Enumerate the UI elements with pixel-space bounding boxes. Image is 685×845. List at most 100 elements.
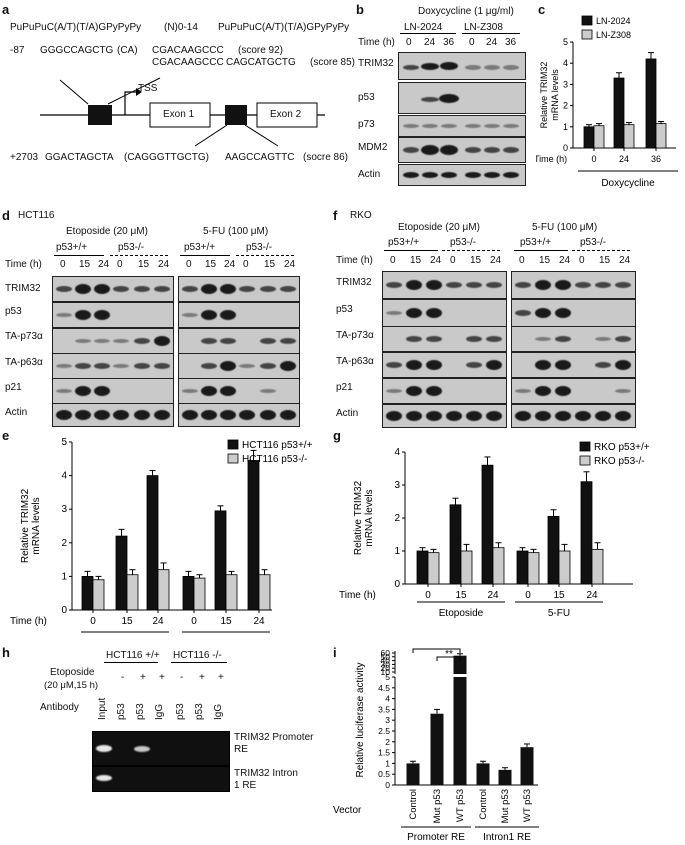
x-tick-label: WT p53 [455,789,466,822]
y-tick-label: 1 [61,571,67,582]
y-axis-label: Relative luciferase activity [355,662,366,777]
time-tick: 24 [430,255,442,266]
bar [430,713,444,785]
f-genotype: p53-/- [580,237,607,248]
treatment-mark: - [180,672,184,683]
b-row-label: p73 [358,119,375,130]
significance-bracket [436,656,461,661]
time-tick: 24 [158,259,170,270]
bar [516,550,529,585]
consensus-1: PuPuPuC(A/T)(T/A)GPyPyPy [10,22,142,33]
time-tick: 0 [519,255,525,266]
legend-label: LN-Z308 [596,30,631,40]
bar [225,574,238,611]
y-tick-label: 4 [563,58,568,68]
y-tick-label: 2.5 [378,726,390,736]
x-tick-label: 24 [619,154,629,164]
d-row-label: TA-p63α [5,357,43,368]
bar [498,769,512,785]
time-tick: 15 [470,255,482,266]
blot-b-p53 [398,82,526,114]
d-time-label: Time (h) [5,259,42,270]
x-tick-label: WT p53 [522,789,533,822]
bar [520,747,534,785]
panel-label-a: a [2,2,10,17]
blot-p53-5fu [511,299,636,327]
time-tick: 15 [599,255,611,266]
y-tick-label: 3 [563,79,568,89]
blot-p21-etoposide [52,378,174,404]
d-row-label: TRIM32 [5,283,41,294]
treatment-mark: + [218,672,224,683]
y-tick-label: 1 [385,758,390,768]
f-cell: RKO [350,210,372,221]
consensus-2: PuPuPuC(A/T)(T/A)GPyPyPy [218,22,350,33]
time-tick: 15 [264,259,276,270]
d-treatment-1: Etoposide (20 μM) [66,226,148,237]
promoter-seq-4: CAGCATGCTG [226,57,296,68]
promoter-score-2: (score 85) [310,57,356,68]
time-tick: 0 [579,255,585,266]
f-row-label: TA-p63α [336,356,374,367]
bar [416,550,429,585]
exon-2-label: Exon 2 [270,109,302,120]
legend-swatch [581,29,593,40]
panel-label-g: g [333,428,341,443]
y-tick-label: 50 [381,652,391,662]
promoter-re-box [88,105,112,125]
y-tick-label: 20 [381,663,391,673]
time-tick: 0 [60,259,66,270]
time-tick: 15 [138,259,150,270]
x-tick-label: 15 [220,616,232,627]
x-tick-label: 24 [253,616,265,627]
bar [453,677,467,785]
x-tick-label: 0 [591,154,596,164]
h-treatment: Etoposide [50,667,95,678]
legend-label: HCT116 p53-/- [242,454,307,465]
blot-ta-p63-5fu [178,353,300,379]
x-tick-label: Control [408,789,419,820]
bar [547,515,560,585]
x-tick-label: 24 [152,616,164,627]
b-line-2: LN-Z308 [464,22,503,33]
d-row-label: p21 [5,382,22,393]
time-tick: 0 [117,259,123,270]
bar [655,123,667,149]
bar [580,481,593,585]
exon-1-box [149,102,211,128]
f-row-label: TRIM32 [336,277,372,288]
f-time-label: Time (h) [336,255,373,266]
chart-g: 0 1 2 3 4 Relative TRIM32 mRNA levels 0 15 24 0 15 2… [339,441,650,619]
y-tick-label: 2 [394,513,400,524]
gene-diagram [40,77,325,147]
d-row-label: Actin [5,407,28,418]
time-tick: 24 [284,259,296,270]
y-tick-label: 1.5 [378,748,390,758]
y-tick-label: 2 [61,538,67,549]
blot-actin-etoposide [52,403,174,427]
blot-p21-5fu [178,378,300,404]
panel-label-e: e [2,428,10,443]
blot-actin-5fu [178,403,300,427]
h-group-2: HCT116 -/- [173,650,222,661]
time-tick: 24 [619,255,631,266]
b-row-label: TRIM32 [358,58,394,69]
bar [645,58,657,149]
exon-2-box [256,102,318,128]
bar [492,547,505,585]
y-tick-label: 0 [385,780,390,790]
promoter-position: -87 [10,45,25,56]
tss-arrow [124,91,138,115]
time-tick: 0 [450,255,456,266]
y-tick-label: 30 [381,659,391,669]
x-tick-label: Control [478,789,489,820]
f-row-label: Actin [336,408,359,419]
time-tick: 15 [410,255,422,266]
bar [115,535,128,611]
intron-gap: (CAGGGTTGCTG) [124,152,209,163]
lane-label: p53 [175,703,186,720]
bar [146,475,159,611]
promoter-score-1: (score 92) [238,45,284,56]
legend-swatch [227,439,239,450]
x-axis-prefix: Time (h) [536,154,567,164]
